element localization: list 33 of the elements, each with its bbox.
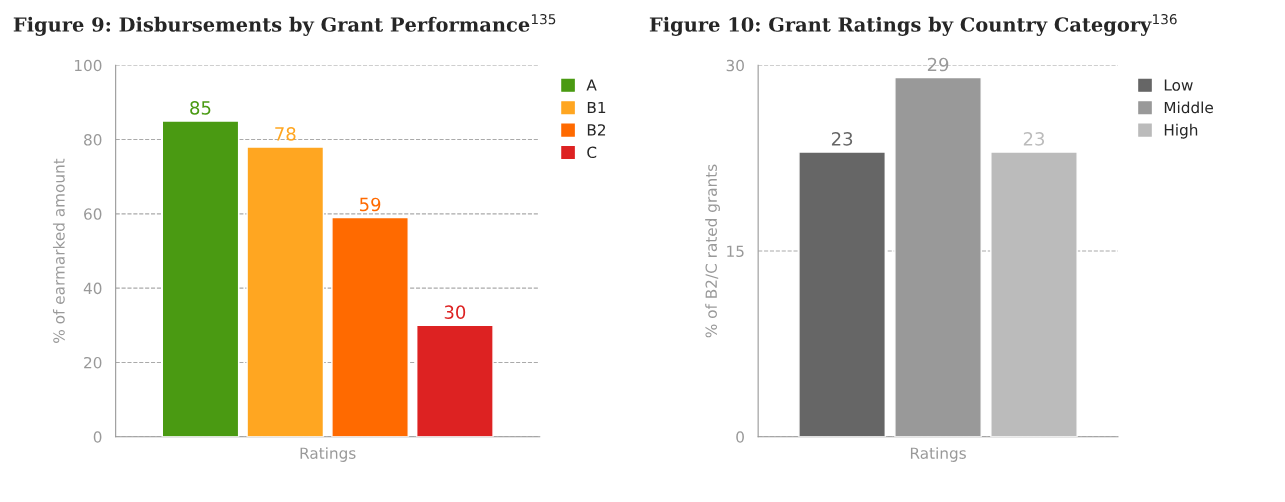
legend-label: Middle xyxy=(1164,101,1213,114)
data-label: 78 xyxy=(275,127,296,141)
legend-label: High xyxy=(1164,123,1198,139)
y-tick-label: 20 xyxy=(84,356,102,369)
y-tick-label: 15 xyxy=(727,245,744,258)
y-axis-title: % of earmarked amount xyxy=(52,158,65,343)
x-axis-title: Ratings xyxy=(300,447,356,462)
chart-title: Figure 9: Disbursements by Grant Performance$^{135}$ xyxy=(13,14,556,36)
bar xyxy=(416,324,494,437)
y-tick-label: 40 xyxy=(83,282,102,295)
legend-label: C xyxy=(587,146,597,159)
y-tick-label: 0 xyxy=(736,431,744,443)
y-tick-label: 0 xyxy=(93,431,102,443)
data-label: 85 xyxy=(190,101,211,115)
y-tick-label: 80 xyxy=(84,134,102,146)
data-label: 59 xyxy=(359,197,381,212)
y-tick-label: 30 xyxy=(726,59,744,72)
data-label: 23 xyxy=(831,132,853,146)
chart-title: Figure 10: Grant Ratings by Country Category$^{136}$ xyxy=(649,14,1177,36)
y-tick-label: 60 xyxy=(84,208,102,220)
data-label: 30 xyxy=(444,305,466,320)
legend-label: B2 xyxy=(587,124,606,136)
y-axis-title: % of B2/C rated grants xyxy=(705,164,720,338)
data-label: 29 xyxy=(927,57,949,72)
bar xyxy=(246,146,325,437)
y-tick-label: 100 xyxy=(74,59,102,72)
x-axis-title: Ratings xyxy=(910,447,966,462)
bar xyxy=(161,120,240,437)
legend-label: B1 xyxy=(587,101,606,114)
legend-label: Low xyxy=(1164,79,1193,91)
legend-label: A xyxy=(586,79,597,91)
data-label: 23 xyxy=(1023,132,1045,146)
bar xyxy=(331,216,409,437)
